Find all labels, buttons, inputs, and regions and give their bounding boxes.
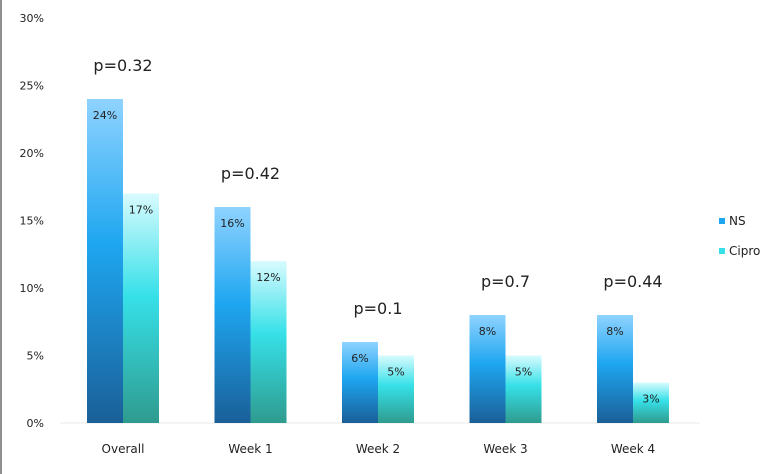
x-tick-label: Overall (102, 442, 145, 456)
bar-ns (87, 99, 123, 423)
bar-group: 24% 17% (87, 99, 159, 423)
p-value-label: p=0.7 (481, 272, 530, 291)
bar-ns (214, 207, 251, 423)
bar-group: 8% 5% (469, 315, 542, 423)
y-tick-label: 30% (20, 12, 44, 25)
y-tick-label: 0% (27, 417, 44, 430)
legend-swatch (719, 218, 725, 224)
data-label: 6% (351, 352, 368, 365)
data-label: 8% (606, 325, 623, 338)
bar-groups: 24% 17% 16% 12% 6% 5% 8% 5% 8% 3% (87, 99, 669, 423)
y-tick-label: 25% (20, 80, 44, 93)
bar-cipro (505, 355, 542, 423)
bar-cipro (250, 261, 287, 423)
y-axis: 0% 5% 10% 15% 20% 25% 30% (20, 12, 44, 430)
x-tick-label: Week 1 (228, 442, 272, 456)
legend-label: Cipro (729, 244, 760, 258)
x-tick-label: Week 2 (356, 442, 400, 456)
p-value-label: p=0.42 (221, 164, 280, 183)
y-tick-label: 15% (20, 215, 44, 228)
x-tick-label: Week 4 (611, 442, 655, 456)
x-axis: Overall Week 1 Week 2 Week 3 Week 4 (102, 442, 656, 456)
y-tick-label: 5% (27, 350, 44, 363)
y-tick-label: 10% (20, 282, 44, 295)
data-label: 16% (220, 217, 244, 230)
data-label: 3% (642, 393, 659, 406)
bar-group: 8% 3% (597, 315, 669, 423)
data-label: 12% (256, 271, 280, 284)
bar-cipro (378, 355, 414, 423)
bar-ns (469, 315, 506, 423)
p-value-label: p=0.44 (603, 272, 662, 291)
bar-group: 6% 5% (342, 342, 414, 423)
data-label: 5% (387, 366, 404, 379)
p-value-label: p=0.1 (353, 299, 402, 318)
bar-ns (597, 315, 633, 423)
legend-swatch (719, 248, 725, 254)
data-label: 24% (93, 109, 117, 122)
legend-label: NS (729, 214, 746, 228)
p-value-annotations: p=0.32 p=0.42 p=0.1 p=0.7 p=0.44 (93, 56, 662, 318)
legend-item: Cipro (719, 244, 760, 258)
bar-cipro (123, 193, 159, 423)
bar-cipro (633, 382, 669, 423)
data-label: 5% (515, 366, 532, 379)
data-label: 17% (129, 204, 153, 217)
p-value-label: p=0.32 (93, 56, 152, 75)
legend: NS Cipro (719, 214, 760, 258)
data-label: 8% (479, 325, 496, 338)
x-tick-label: Week 3 (483, 442, 527, 456)
bar-group: 16% 12% (214, 207, 287, 423)
y-tick-label: 20% (20, 147, 44, 160)
bar-ns (342, 342, 378, 423)
legend-item: NS (719, 214, 746, 228)
